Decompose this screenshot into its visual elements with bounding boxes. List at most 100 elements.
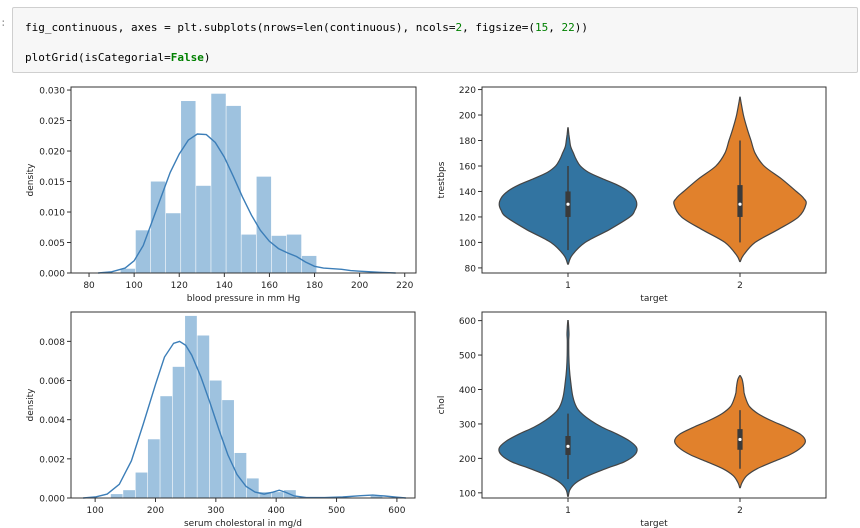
bp-violin-frame	[481, 86, 827, 274]
bp-hist-xtick-label: 100	[126, 281, 143, 291]
chol-hist-bar	[123, 490, 135, 498]
output-figure: 80 100 120 140 160 180 200 2200.0000.0050.0100.…	[26, 86, 827, 528]
chol-hist-xlabel: serum cholestoral in mg/d	[184, 519, 302, 528]
code-keyword: False	[170, 51, 204, 64]
bp-violin-ytick-label: 180	[459, 137, 476, 147]
bp-violin-iqr-box-2	[737, 185, 743, 217]
chol-hist-ytick-label: 0.004	[39, 416, 65, 426]
chol-hist-ytick-label: 0.002	[39, 455, 65, 465]
chol-violin-frame	[481, 311, 827, 499]
chol-violin-ytick-label: 300	[459, 420, 476, 430]
code-text: ))	[574, 21, 588, 34]
code-number: 15	[534, 21, 549, 34]
bp-hist-ytick-label: 0.015	[39, 178, 65, 188]
bp-hist-bar	[241, 234, 256, 273]
bp-hist-xtick-label: 220	[396, 281, 413, 291]
chol-hist-xtick-label: 100	[87, 506, 104, 516]
bp-hist-frame	[70, 86, 417, 274]
bp-hist-ytick-label: 0.020	[39, 148, 65, 158]
bp-violin-axes: 1 2 80 100 120 140 160 180 200 220 trestbps target	[437, 86, 827, 304]
chol-hist-bar	[172, 366, 185, 498]
bp-hist-ytick-label: 0.005	[39, 239, 65, 249]
chol-violin-ytick-label: 100	[459, 489, 476, 499]
chol-violin-median-2	[738, 437, 742, 442]
code-number: 2	[455, 21, 463, 34]
bp-hist-ytick-label: 0.025	[39, 117, 65, 127]
chol-hist-bar	[246, 478, 259, 498]
chol-hist-xtick-label: 500	[328, 506, 345, 516]
bp-violin-ytick-label: 200	[459, 112, 476, 122]
chol-hist-bar	[259, 492, 272, 498]
chol-violin-xtick-label: 1	[565, 506, 571, 516]
bp-hist-xtick-label: 120	[171, 281, 188, 291]
bp-hist-xtick-label: 80	[83, 281, 95, 291]
bp-hist-bar	[211, 93, 226, 274]
code-number: 22	[561, 21, 575, 34]
bp-hist-ytick-label: 0.030	[39, 87, 65, 97]
chol-violin-median-1	[566, 444, 570, 448]
chol-hist-xtick-label: 600	[388, 506, 405, 516]
chol-hist-ytick-label: 0.006	[39, 377, 65, 387]
bp-violin-xtick-label: 2	[737, 281, 743, 291]
bp-violin-median-1	[566, 202, 570, 206]
chol-hist-xtick-label: 200	[147, 506, 164, 516]
chol-hist-bar	[147, 439, 160, 498]
bp-hist-bar	[196, 185, 211, 273]
bp-violin-median-2	[738, 202, 742, 206]
chol-hist-bar	[234, 452, 247, 498]
bp-hist-bar	[226, 105, 241, 273]
bp-hist-bar	[120, 268, 136, 273]
chol-hist-axes: 100 200 300 400 500 600 0.000 0.002 0.004 0.006 0.…	[26, 311, 416, 528]
bp-hist-xtick-label: 160	[261, 281, 278, 291]
chol-hist-bar	[160, 396, 173, 498]
bp-violin-ytick-label: 100	[459, 239, 476, 249]
bp-violin-ytick-label: 160	[459, 162, 476, 172]
chol-violin-ytick-label: 200	[459, 455, 476, 465]
bp-hist-bar	[286, 234, 302, 273]
chol-violin-ytick-label: 400	[459, 386, 476, 396]
chol-violin-violin-1	[498, 320, 638, 497]
bp-hist-bar	[135, 230, 151, 273]
chol-violin-ytick-label: 600	[459, 317, 476, 327]
code-text: ,	[548, 21, 562, 34]
chol-hist-bar	[110, 494, 123, 498]
code-text: fig_continuous, axes = plt.subplots(nrow…	[25, 21, 456, 34]
chol-hist-bar	[271, 492, 284, 498]
bp-hist-bar	[165, 213, 181, 273]
bp-hist-kde-line	[98, 133, 396, 274]
bp-hist-bar	[271, 235, 287, 273]
bp-hist-xtick-label: 180	[306, 281, 323, 291]
chol-hist-ytick-label: 0.000	[39, 495, 65, 505]
chol-hist-bar	[222, 400, 234, 498]
bp-hist-ylabel: density	[26, 163, 36, 197]
code-text: , figsize=(	[462, 21, 535, 34]
bp-hist-bar	[181, 101, 196, 273]
bp-hist-xtick-label: 140	[216, 281, 233, 291]
code-line-1: fig_continuous, axes = plt.subplots(nrow…	[25, 21, 588, 34]
cell-prompt: :	[0, 16, 7, 29]
bp-hist-ytick-label: 0.000	[39, 270, 65, 280]
bp-violin-ytick-label: 80	[465, 264, 477, 274]
chol-hist-bar	[209, 380, 222, 498]
bp-violin-ytick-label: 220	[459, 86, 476, 96]
code-text: plotGrid(isCategorial=	[25, 51, 171, 64]
bp-hist-axes: 80 100 120 140 160 180 200 220 0.000 0.005 0.010 0.…	[26, 86, 417, 304]
chol-hist-kde-line	[83, 340, 406, 499]
code-text: )	[203, 51, 211, 64]
chol-hist-frame	[70, 311, 416, 499]
chol-hist-xtick-label: 400	[268, 506, 285, 516]
bp-violin-ytick-label: 120	[459, 213, 476, 223]
chol-violin-ylabel: chol	[437, 396, 447, 415]
chol-hist-ylabel: density	[26, 388, 36, 422]
bp-violin-ylabel: trestbps	[437, 161, 447, 198]
bp-violin-ytick-label: 140	[459, 188, 476, 198]
chol-violin-ytick-label: 500	[459, 352, 476, 362]
code-cell[interactable]: fig_continuous, axes = plt.subplots(nrow…	[12, 7, 858, 73]
bp-violin-xtick-label: 1	[565, 281, 571, 291]
chol-hist-bar	[185, 315, 197, 498]
bp-hist-bar	[150, 181, 166, 273]
bp-hist-ytick-label: 0.010	[39, 209, 65, 219]
bp-hist-bar	[256, 176, 272, 273]
chol-hist-bar	[370, 496, 383, 498]
chol-hist-xtick-label: 300	[207, 506, 224, 516]
